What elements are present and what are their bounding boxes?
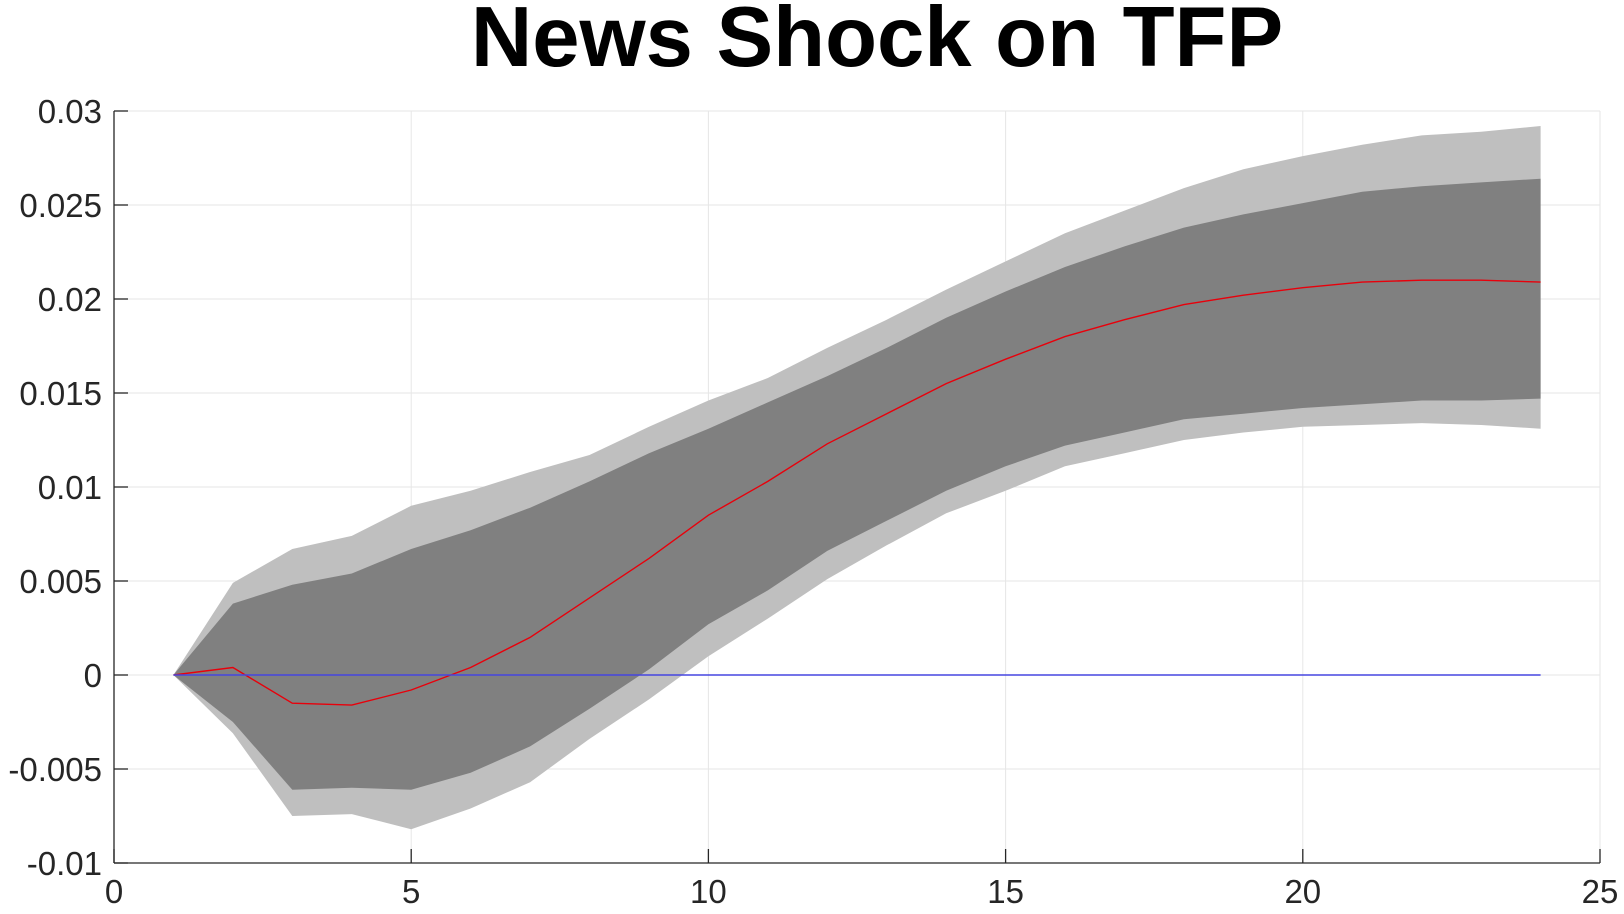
x-tick-label: 25 xyxy=(1582,873,1619,910)
y-tick-label: 0 xyxy=(84,657,102,694)
axes xyxy=(113,110,1601,864)
y-tick-label: 0.02 xyxy=(38,281,102,318)
y-tick-label: -0.005 xyxy=(8,751,102,788)
y-tick-label: -0.01 xyxy=(27,845,102,882)
median-line xyxy=(173,279,1541,706)
inner-band-area xyxy=(173,178,1541,790)
series-lines xyxy=(173,279,1541,706)
y-tick-label: 0.025 xyxy=(19,187,102,224)
y-tick-label: 0.005 xyxy=(19,563,102,600)
x-tick-label: 15 xyxy=(987,873,1024,910)
x-tick-label: 5 xyxy=(402,873,420,910)
y-tick-label: 0.01 xyxy=(38,469,102,506)
y-tick-label: 0.03 xyxy=(38,93,102,130)
y-tick-label: 0.015 xyxy=(19,375,102,412)
x-tick-label: 20 xyxy=(1284,873,1321,910)
tick-labels: 0 5 10 15 20 25 -0.01 -0.005 0 0.005 0.01 0.015 0.02… xyxy=(8,93,1618,910)
chart-title: News Shock on TFP xyxy=(470,0,1284,85)
x-tick-label: 0 xyxy=(105,873,123,910)
confidence-bands xyxy=(173,126,1541,830)
x-tick-label: 10 xyxy=(690,873,727,910)
